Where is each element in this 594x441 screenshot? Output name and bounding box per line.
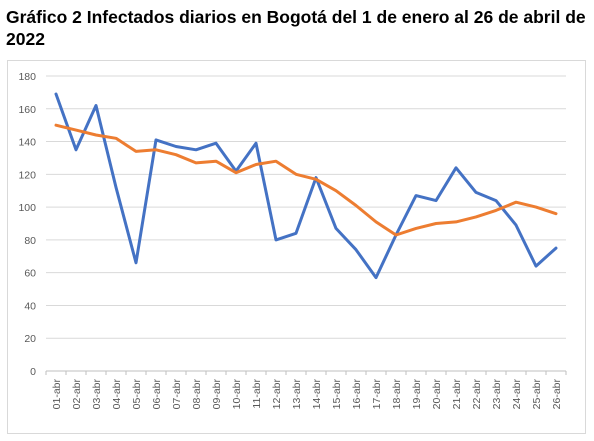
x-tick-label: 04-abr bbox=[111, 379, 123, 410]
y-tick-label: 120 bbox=[18, 169, 36, 181]
x-tick-label: 22-abr bbox=[471, 379, 483, 410]
chart-title: Gráfico 2 Infectados diarios en Bogotá d… bbox=[6, 7, 586, 49]
gridlines bbox=[46, 75, 566, 372]
x-tick-label: 23-abr bbox=[491, 379, 503, 410]
series-line-1 bbox=[54, 92, 558, 280]
x-tick-label: 18-abr bbox=[391, 379, 403, 410]
series-line-2 bbox=[54, 123, 558, 237]
x-tick-label: 03-abr bbox=[91, 379, 103, 410]
x-tick-label: 09-abr bbox=[211, 379, 223, 410]
x-tick-label: 20-abr bbox=[431, 379, 443, 410]
x-tick-label: 02-abr bbox=[71, 379, 83, 410]
y-tick-label: 180 bbox=[18, 71, 36, 83]
x-axis-ticks: 01-abr 02-abr 03-abr 04-abr 05-abr 06-abr 07-a… bbox=[45, 371, 567, 410]
x-tick-label: 11-abr bbox=[251, 379, 263, 409]
x-tick-label: 10-abr bbox=[231, 379, 243, 410]
y-tick-label: 20 bbox=[24, 333, 36, 345]
y-tick-label: 60 bbox=[24, 268, 36, 280]
x-tick-label: 01-abr bbox=[51, 379, 63, 410]
x-tick-label: 16-abr bbox=[351, 379, 363, 410]
x-tick-label: 24-abr bbox=[511, 379, 523, 410]
y-tick-label: 100 bbox=[18, 202, 36, 214]
y-tick-label: 40 bbox=[24, 300, 36, 312]
x-tick-label: 08-abr bbox=[191, 379, 203, 410]
x-tick-label: 07-abr bbox=[171, 379, 183, 410]
y-tick-label: 140 bbox=[18, 137, 36, 149]
x-tick-label: 25-abr bbox=[531, 379, 543, 410]
y-tick-label: 160 bbox=[18, 104, 36, 116]
x-tick-label: 17-abr bbox=[371, 379, 383, 410]
x-tick-label: 21-abr bbox=[451, 379, 463, 410]
x-tick-label: 05-abr bbox=[131, 379, 143, 410]
x-tick-label: 14-abr bbox=[311, 379, 323, 410]
x-tick-label: 12-abr bbox=[271, 379, 283, 410]
x-tick-label: 19-abr bbox=[411, 379, 423, 410]
y-axis-ticks: 0 20 40 60 80 100 120 140 160 180 bbox=[18, 71, 36, 378]
x-tick-label: 13-abr bbox=[291, 379, 303, 410]
x-tick-label: 15-abr bbox=[331, 379, 343, 410]
y-tick-label: 80 bbox=[24, 235, 36, 247]
x-tick-label: 26-abr bbox=[551, 379, 563, 410]
y-tick-label: 0 bbox=[30, 366, 36, 378]
x-tick-label: 06-abr bbox=[151, 379, 163, 410]
chart-frame bbox=[7, 60, 586, 434]
series-lines bbox=[54, 92, 558, 280]
